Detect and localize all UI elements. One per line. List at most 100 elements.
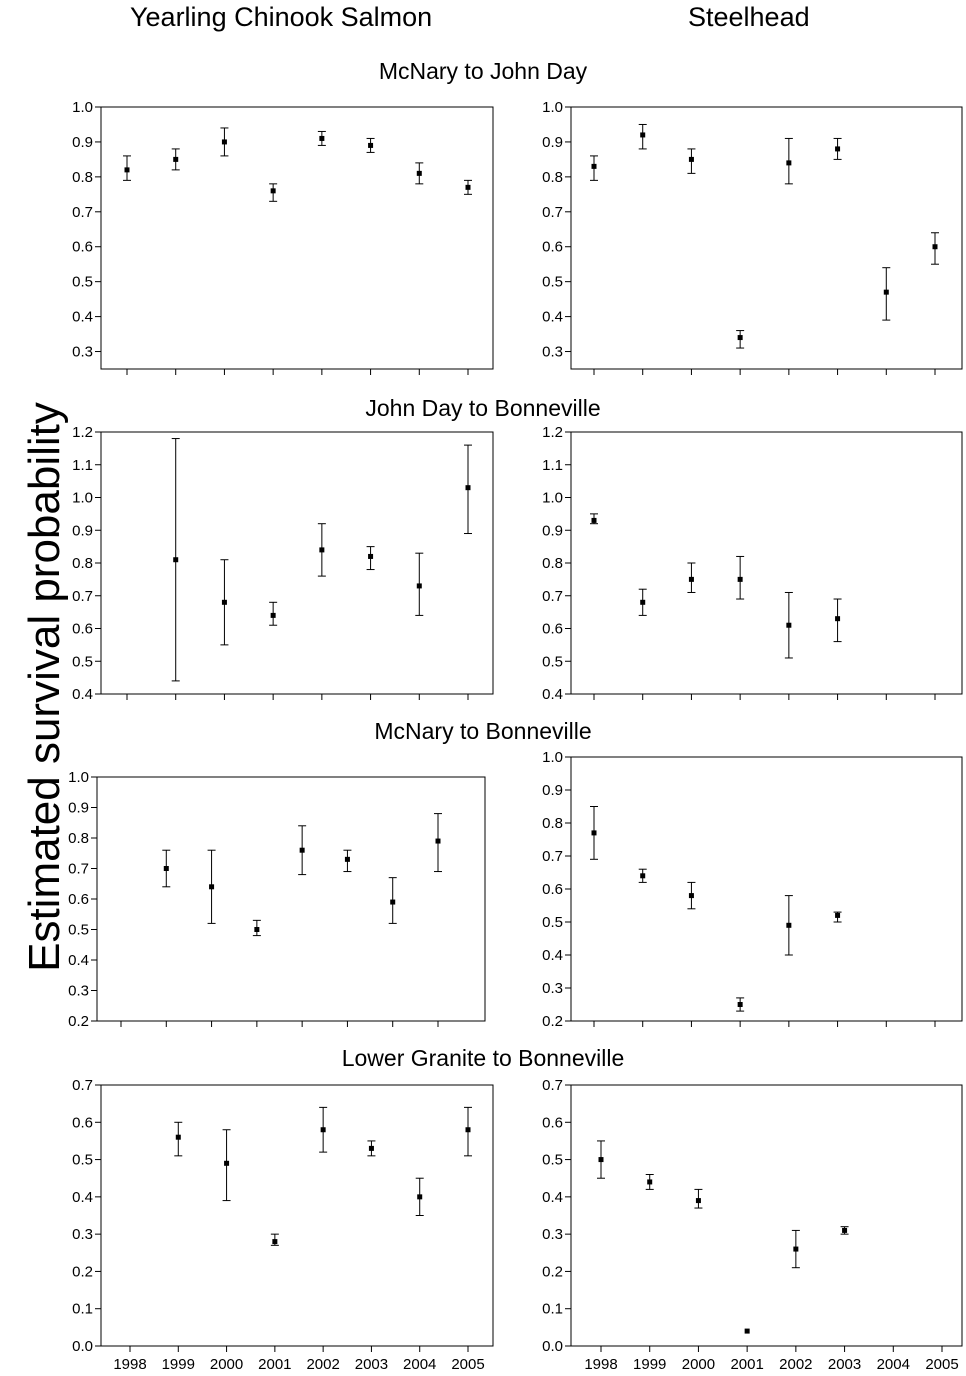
x-tick-label: 2001 xyxy=(730,1356,763,1373)
data-point xyxy=(786,160,792,166)
data-point xyxy=(416,583,422,589)
data-point xyxy=(368,1145,374,1151)
y-tick-label: 0.4 xyxy=(68,952,89,969)
y-tick-label: 0.6 xyxy=(72,1114,93,1131)
y-tick-label: 0.4 xyxy=(542,686,563,703)
x-tick-label: 2002 xyxy=(306,1356,339,1373)
y-tick-label: 0.3 xyxy=(542,344,563,361)
data-point xyxy=(319,135,325,141)
y-tick-label: 0.6 xyxy=(542,239,563,256)
y-tick-label: 0.5 xyxy=(72,274,93,291)
data-point xyxy=(254,927,260,932)
x-tick-label: 1998 xyxy=(584,1356,617,1373)
plot-frame xyxy=(100,1084,494,1347)
plot-frame xyxy=(570,1084,963,1347)
data-point xyxy=(368,142,374,148)
data-point xyxy=(640,873,646,879)
data-point xyxy=(416,170,422,176)
data-point xyxy=(163,866,169,871)
y-tick-label: 1.0 xyxy=(542,749,563,766)
y-tick-label: 0.5 xyxy=(542,653,563,670)
data-point xyxy=(835,146,841,152)
y-tick-label: 1.2 xyxy=(542,424,563,441)
x-tick-label: 1999 xyxy=(633,1356,666,1373)
data-point xyxy=(688,893,694,899)
y-tick-label: 0.5 xyxy=(68,922,89,939)
data-point xyxy=(319,547,325,553)
x-tick-label: 2005 xyxy=(925,1356,958,1373)
row-title-john-day-bonneville: John Day to Bonneville xyxy=(365,395,601,421)
data-point xyxy=(695,1198,701,1204)
y-tick-label: 0.4 xyxy=(72,686,93,703)
y-tick-label: 1.0 xyxy=(72,490,93,507)
y-tick-label: 0.7 xyxy=(542,588,563,605)
data-point xyxy=(124,167,130,173)
x-tick-label: 2002 xyxy=(779,1356,812,1373)
y-tick-label: 0.7 xyxy=(72,1077,93,1094)
y-tick-label: 0.0 xyxy=(72,1338,93,1355)
x-tick-label: 2003 xyxy=(828,1356,861,1373)
row-title-lower-granite-bonneville: Lower Granite to Bonneville xyxy=(341,1045,625,1071)
data-point xyxy=(270,612,276,618)
y-tick-label: 0.9 xyxy=(68,800,89,817)
data-point xyxy=(173,557,179,563)
y-tick-label: 1.0 xyxy=(542,490,563,507)
y-tick-label: 0.8 xyxy=(542,555,563,572)
data-point xyxy=(598,1157,604,1163)
y-tick-label: 1.1 xyxy=(72,457,93,474)
plot-frame xyxy=(570,431,963,695)
data-point xyxy=(591,830,597,836)
data-point xyxy=(272,1239,278,1245)
data-point xyxy=(224,1160,230,1166)
y-tick-label: 0.9 xyxy=(542,522,563,539)
y-tick-label: 0.0 xyxy=(542,1338,563,1355)
plot-frame xyxy=(100,431,494,695)
data-point xyxy=(465,184,471,190)
y-tick-label: 0.5 xyxy=(72,653,93,670)
y-tick-label: 0.8 xyxy=(542,815,563,832)
column-title-chinook: Yearling Chinook Salmon xyxy=(130,2,433,32)
data-point xyxy=(390,899,396,905)
y-tick-label: 0.6 xyxy=(542,621,563,638)
y-tick-label: 1.0 xyxy=(72,99,93,116)
y-tick-label: 0.7 xyxy=(72,588,93,605)
y-tick-label: 0.4 xyxy=(72,1189,93,1206)
y-tick-label: 0.3 xyxy=(72,344,93,361)
y-tick-label: 0.5 xyxy=(542,914,563,931)
y-tick-label: 0.8 xyxy=(72,169,93,186)
x-tick-label: 1999 xyxy=(162,1356,195,1373)
y-tick-label: 0.2 xyxy=(542,1263,563,1280)
y-tick-label: 1.1 xyxy=(542,457,563,474)
y-tick-label: 0.6 xyxy=(72,621,93,638)
data-point xyxy=(435,838,441,844)
y-tick-label: 0.5 xyxy=(542,274,563,291)
plot-frame xyxy=(570,106,963,370)
data-point xyxy=(786,922,792,928)
y-tick-label: 0.6 xyxy=(542,881,563,898)
y-tick-label: 0.8 xyxy=(72,555,93,572)
x-tick-label: 2000 xyxy=(210,1356,243,1373)
y-tick-label: 0.3 xyxy=(542,980,563,997)
data-point xyxy=(786,622,792,628)
data-point xyxy=(640,132,646,138)
plot-frame xyxy=(100,106,494,370)
data-point xyxy=(688,576,694,582)
data-point xyxy=(591,163,597,169)
y-tick-label: 0.6 xyxy=(68,891,89,908)
data-point xyxy=(688,156,694,162)
data-point xyxy=(842,1227,848,1233)
x-tick-label: 2005 xyxy=(451,1356,484,1373)
y-tick-label: 0.3 xyxy=(72,1226,93,1243)
y-tick-label: 0.9 xyxy=(72,134,93,151)
y-tick-label: 1.0 xyxy=(542,99,563,116)
x-tick-label: 2004 xyxy=(877,1356,910,1373)
data-point xyxy=(744,1328,750,1334)
data-point xyxy=(591,517,597,523)
x-tick-label: 1998 xyxy=(113,1356,146,1373)
data-point xyxy=(368,553,374,559)
x-tick-label: 2004 xyxy=(403,1356,436,1373)
y-tick-label: 0.9 xyxy=(72,522,93,539)
y-tick-label: 1.2 xyxy=(72,424,93,441)
data-point xyxy=(417,1194,423,1200)
